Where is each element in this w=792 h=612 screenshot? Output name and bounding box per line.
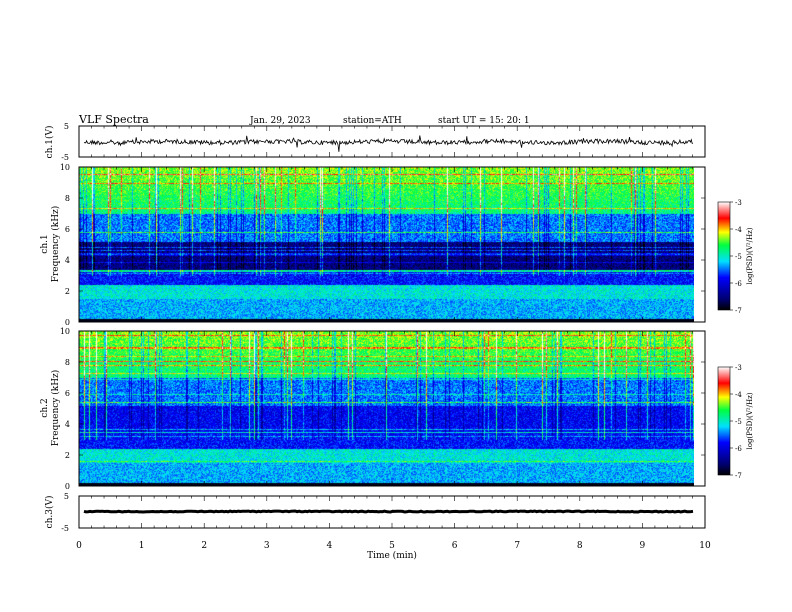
x-tick-label: 6: [452, 541, 458, 551]
ch3-ytick-top: 5: [64, 492, 69, 501]
x-tick-label: 4: [327, 541, 333, 551]
ch2-spec-ylabel-line1: ch.2: [40, 398, 50, 417]
panel-ch1-spectrogram: 10 8 6 4 2 0 ch.1 Frequency (kHz): [40, 163, 706, 327]
x-tick-label: 5: [389, 541, 395, 551]
x-tick-label: 7: [514, 541, 520, 551]
colorbar-ch2-label: log(PSD)(V²/Hz): [746, 392, 754, 449]
ch3-ylabel: ch.3(V): [44, 496, 55, 529]
date-label: Jan. 29, 2023: [249, 116, 311, 126]
ch1-ylabel: ch.1(V): [44, 126, 55, 159]
y-tick-label: 0: [65, 482, 70, 491]
y-tick-label: 4: [65, 420, 70, 429]
ch1-spectrogram-image: [79, 167, 694, 322]
y-tick-label: 10: [60, 163, 70, 172]
ch3-trace: [83, 509, 694, 514]
station-label: station=ATH: [343, 116, 402, 126]
y-tick-label: 4: [65, 256, 70, 265]
y-tick-label: 2: [65, 287, 70, 296]
colorbar-tick-label: -6: [735, 445, 742, 453]
start-time-label: start UT = 15: 20: 1: [438, 116, 530, 126]
x-tick-label: 10: [699, 541, 711, 551]
x-tick-label: 2: [201, 541, 207, 551]
ch2-spec-ylabel-line2: Frequency (kHz): [50, 370, 61, 447]
x-tick-label: 1: [139, 541, 145, 551]
colorbar-tick-label: -3: [735, 364, 742, 372]
y-tick-label: 10: [60, 327, 70, 336]
ch1-spec-ylabel-line2: Frequency (kHz): [50, 206, 61, 283]
ch1-spec-ylabel-line1: ch.1: [40, 234, 50, 253]
colorbar-tick-label: -6: [735, 280, 742, 288]
colorbar-tick-label: -4: [735, 391, 742, 399]
panel-ch2-spectrogram: 10 8 6 4 2 0 ch.2 Frequency (kHz): [40, 327, 706, 491]
x-tick-label: 0: [76, 541, 82, 551]
y-tick-label: 2: [65, 451, 70, 460]
x-tick-label: 8: [577, 541, 583, 551]
ch3-ytick-bottom: -5: [61, 524, 69, 533]
ch1-trace: [83, 135, 694, 152]
x-tick-label: 3: [264, 541, 270, 551]
colorbar-tick-label: -7: [735, 307, 742, 315]
panel-ch1-waveform: 5 -5 ch.1(V): [44, 122, 706, 162]
ch1-ytick-bottom: -5: [61, 153, 69, 162]
ch1-ytick-top: 5: [64, 122, 69, 131]
colorbar-ch1: -3 -4 -5 -6 -7 log(PSD)(V²/Hz): [717, 199, 754, 315]
colorbar-tick-label: -5: [735, 418, 742, 426]
colorbar-tick-label: -4: [735, 226, 742, 234]
figure-title: VLF Spectra: [78, 113, 149, 126]
y-tick-label: 8: [65, 194, 70, 203]
colorbar-ch1-label: log(PSD)(V²/Hz): [746, 227, 754, 284]
y-tick-label: 6: [65, 225, 70, 234]
ch2-spectrogram-image: [79, 331, 694, 486]
y-tick-label: 0: [65, 318, 70, 327]
x-axis-label: Time (min): [367, 550, 417, 561]
colorbar-tick-label: -7: [735, 472, 742, 480]
panel-ch3-waveform: 5 -5 ch.3(V) 0 1 2 3 4 5 6 7 8 9 10 Time (min): [44, 492, 711, 561]
y-tick-label: 6: [65, 389, 70, 398]
colorbar-tick-label: -5: [735, 253, 742, 261]
y-tick-label: 8: [65, 358, 70, 367]
x-tick-label: 9: [640, 541, 646, 551]
colorbar-ch2: -3 -4 -5 -6 -7 log(PSD)(V²/Hz): [717, 364, 754, 480]
colorbar-tick-label: -3: [735, 199, 742, 207]
